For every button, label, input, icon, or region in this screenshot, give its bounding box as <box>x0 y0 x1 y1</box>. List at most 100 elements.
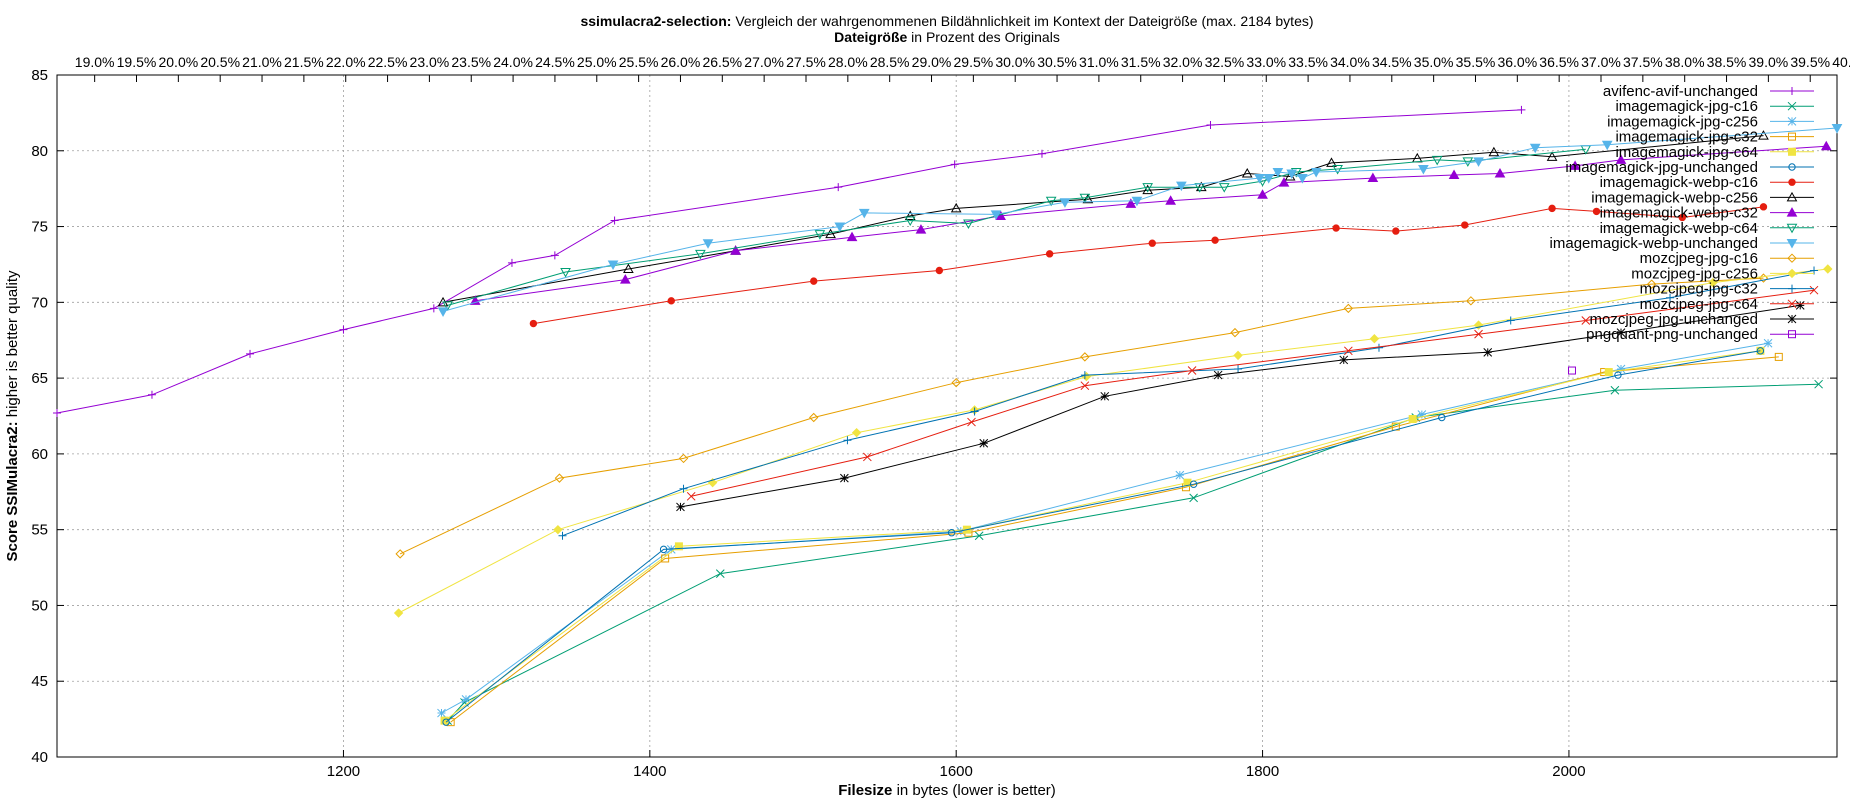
x2-tick-label: 27.5% <box>786 54 826 70</box>
series-imagemagick-webp-unchanged <box>437 124 1843 317</box>
x2-tick-label: 28.5% <box>870 54 910 70</box>
data-point <box>814 230 826 240</box>
data-point <box>1616 364 1626 374</box>
data-point <box>1795 301 1805 310</box>
data-point <box>1488 146 1500 157</box>
data-point <box>1326 157 1337 167</box>
data-point <box>442 301 453 311</box>
data-point <box>440 716 449 725</box>
data-point <box>1131 196 1143 207</box>
x-axis-label: Filesize in bytes (lower is better) <box>838 782 1056 799</box>
data-point <box>967 417 976 427</box>
data-point <box>1787 299 1797 309</box>
data-point <box>702 239 714 249</box>
y-tick-label: 40 <box>31 749 48 766</box>
data-point <box>1610 385 1620 395</box>
data-point <box>834 183 843 192</box>
data-point <box>429 304 438 313</box>
series-line <box>445 350 1761 723</box>
data-point <box>1787 314 1797 324</box>
x2-tick-label: 26.0% <box>661 54 701 70</box>
data-point <box>1581 316 1591 325</box>
series-imagemagick-webp-c32 <box>469 140 1832 305</box>
data-point <box>1788 284 1796 293</box>
data-point <box>951 377 961 388</box>
data-point <box>1241 167 1253 178</box>
series-imagemagick-jpg-c32 <box>446 352 1783 727</box>
y-tick-label: 50 <box>31 597 48 614</box>
series-mozcjpeg-jpg-unchanged <box>676 301 1805 512</box>
x2-tick-label: 27.0% <box>744 54 784 70</box>
data-point <box>1787 117 1797 126</box>
x2-tick-label: 33.0% <box>1246 54 1286 70</box>
legend-label: mozcjpeg-jpg-c32 <box>1640 281 1758 298</box>
series-line <box>562 270 1815 537</box>
data-point <box>1788 132 1796 141</box>
data-point <box>1810 266 1819 275</box>
legend-label: imagemagick-webp-c16 <box>1600 174 1758 191</box>
legend-label: mozcjpeg-jpg-c64 <box>1640 296 1758 313</box>
data-point <box>461 695 471 704</box>
legend-label: avifenc-avif-unchanged <box>1603 83 1758 100</box>
y-tick-label: 85 <box>31 67 48 84</box>
legend-label: imagemagick-webp-unchanged <box>1550 235 1758 252</box>
legend-entry: imagemagick-webp-unchanged <box>1550 235 1814 252</box>
legend-entry: imagemagick-jpg-c64 <box>1615 144 1814 161</box>
data-point <box>1213 370 1223 380</box>
legend-entry: mozcjpeg-jpg-c16 <box>1640 250 1814 267</box>
x-axis-label-bold: Filesize <box>838 782 892 799</box>
data-point <box>1343 346 1353 356</box>
legend-entry: imagemagick-jpg-unchanged <box>1565 159 1814 176</box>
data-point <box>686 491 696 501</box>
data-point <box>1546 151 1558 161</box>
x2-tick-label: 30.0% <box>995 54 1035 70</box>
data-point <box>1506 316 1515 325</box>
data-point <box>1100 391 1110 401</box>
series-line <box>442 135 1764 303</box>
legend-label: mozcjpeg-jpg-unchanged <box>1590 311 1758 328</box>
data-point <box>395 549 405 559</box>
x-tick-label: 2000 <box>1552 763 1585 780</box>
legend-entry: imagemagick-webp-c32 <box>1600 205 1814 222</box>
series-line <box>450 356 1779 723</box>
data-point <box>1786 239 1798 249</box>
data-point <box>1195 181 1207 192</box>
data-point <box>1529 143 1541 154</box>
x-axis-label-rest: in bytes (lower is better) <box>892 782 1055 799</box>
data-point <box>1081 371 1092 382</box>
x2-tick-label: 20.0% <box>158 54 198 70</box>
data-point <box>809 412 819 423</box>
data-point <box>1142 184 1154 195</box>
data-point <box>825 228 836 239</box>
data-point <box>950 160 959 169</box>
data-point <box>1615 154 1627 164</box>
data-point <box>1758 130 1769 140</box>
legend-label: imagemagick-jpg-c16 <box>1615 98 1758 115</box>
x2-tick-label: 40.0% <box>1832 54 1850 70</box>
x2-tick-label: 39.0% <box>1749 54 1789 70</box>
data-point <box>1211 236 1219 244</box>
x2-tick-label: 23.5% <box>451 54 491 70</box>
series-mozcjpeg-jpg-c16 <box>395 273 1769 559</box>
data-point <box>1206 121 1215 130</box>
chart-title-rest: Vergleich der wahrgenommenen Bildähnlich… <box>731 13 1313 29</box>
legend-entry: imagemagick-jpg-c256 <box>1607 113 1814 130</box>
data-point <box>1339 355 1349 365</box>
data-point <box>529 319 538 328</box>
data-point <box>1176 181 1187 192</box>
data-point <box>950 202 962 213</box>
series-layer <box>53 105 1843 727</box>
data-point <box>1374 343 1383 352</box>
data-point <box>147 390 156 399</box>
y-axis-label: Score SSIMulacra2: higher is better qual… <box>4 270 21 561</box>
data-point <box>1189 493 1198 503</box>
data-point <box>610 216 619 225</box>
x2-tick-label: 36.5% <box>1539 54 1579 70</box>
data-point <box>607 260 619 270</box>
x2-tick-label: 26.5% <box>702 54 742 70</box>
data-point <box>1592 207 1601 216</box>
data-point <box>53 408 61 417</box>
data-point <box>674 542 683 551</box>
data-point <box>1569 160 1581 170</box>
y-tick-label: 55 <box>31 522 48 539</box>
